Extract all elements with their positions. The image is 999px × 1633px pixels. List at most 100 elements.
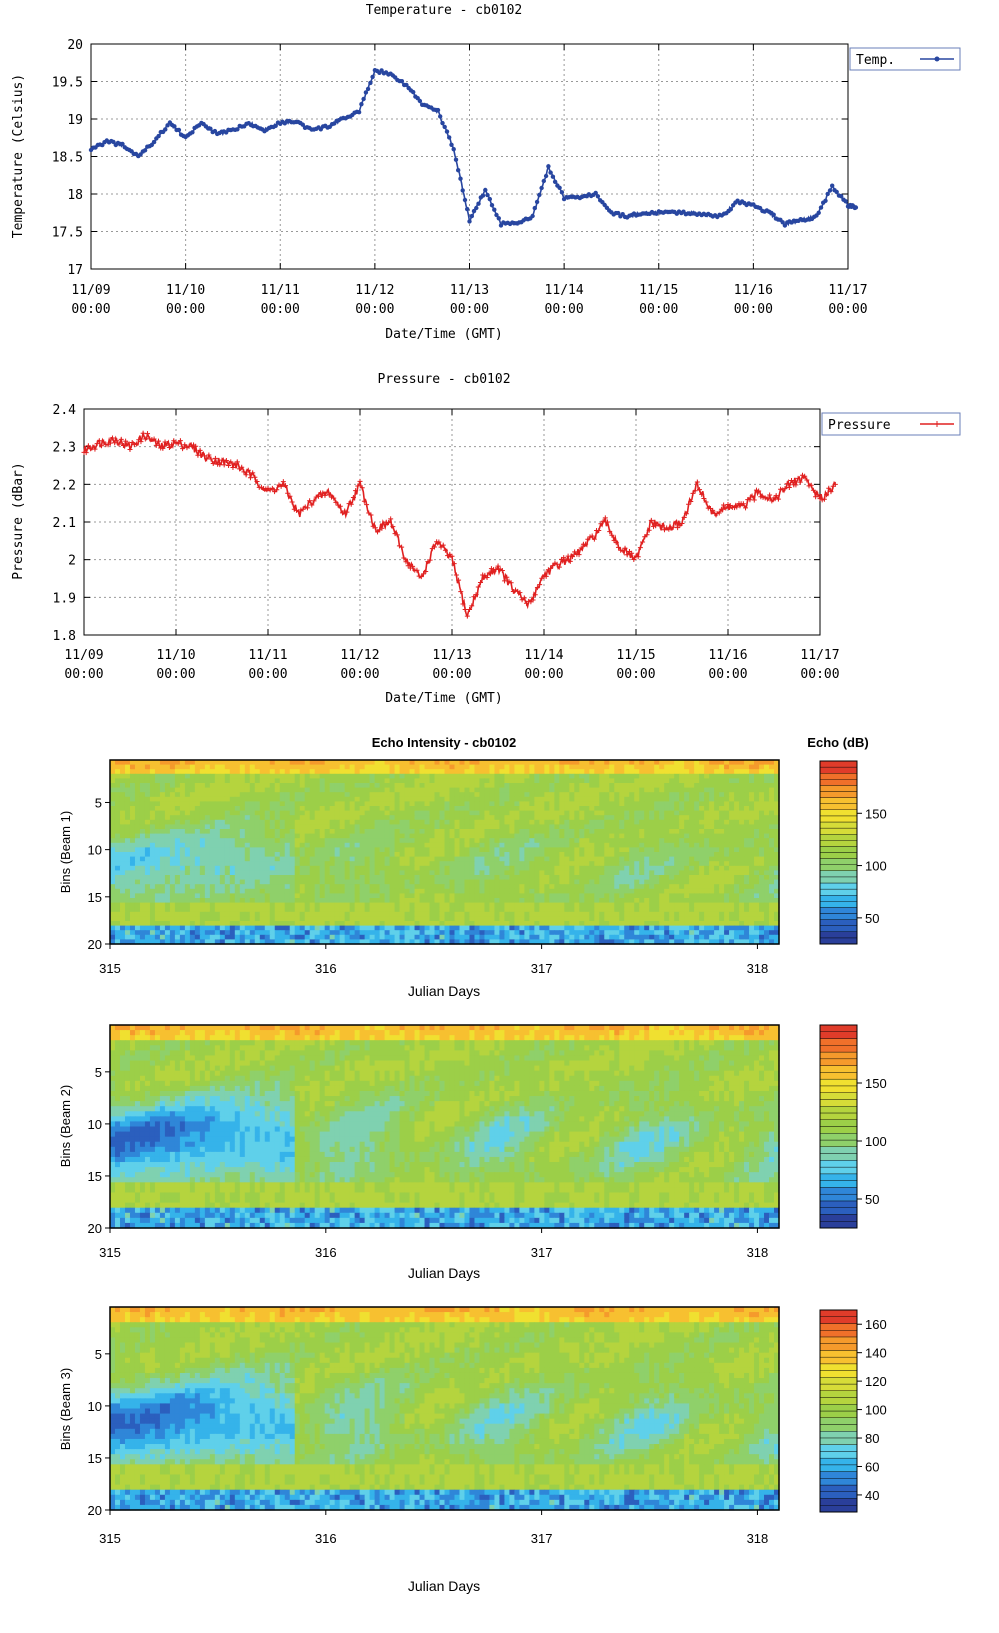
heatmap-cell bbox=[229, 764, 236, 770]
heatmap-cell bbox=[174, 847, 181, 853]
heatmap-cell bbox=[214, 865, 221, 871]
heatmap-cell bbox=[144, 865, 151, 871]
heatmap-cell bbox=[709, 888, 715, 894]
heatmap-cell bbox=[504, 898, 510, 904]
heatmap-cell bbox=[569, 806, 575, 812]
heatmap-cell bbox=[759, 842, 765, 848]
heatmap-cell bbox=[454, 856, 461, 862]
heatmap-cell bbox=[514, 833, 520, 839]
heatmap-cell bbox=[379, 856, 386, 862]
heatmap-cell bbox=[299, 888, 306, 894]
heatmap-cell bbox=[574, 778, 580, 784]
heatmap-cell bbox=[649, 810, 655, 816]
heatmap-cell bbox=[719, 778, 725, 784]
heatmap-cell bbox=[289, 833, 296, 839]
heatmap-cell bbox=[639, 861, 645, 867]
heatmap-cell bbox=[289, 801, 296, 807]
heatmap-cell bbox=[554, 810, 560, 816]
heatmap-cell bbox=[159, 764, 166, 770]
heatmap-cell bbox=[649, 865, 655, 871]
heatmap-cell bbox=[569, 888, 575, 894]
heatmap-cell bbox=[169, 806, 176, 812]
heatmap-cell bbox=[339, 783, 346, 789]
heatmap-cell bbox=[614, 792, 620, 798]
heatmap-cell bbox=[349, 806, 356, 812]
heatmap-cell bbox=[704, 884, 710, 890]
heatmap-cell bbox=[269, 787, 276, 793]
heatmap-cell bbox=[599, 833, 605, 839]
heatmap-cell bbox=[164, 769, 171, 775]
heatmap-cell bbox=[334, 764, 341, 770]
heatmap-cell bbox=[164, 764, 171, 770]
heatmap-cell bbox=[629, 792, 635, 798]
heatmap-cell bbox=[439, 796, 446, 802]
heatmap-cell bbox=[339, 778, 346, 784]
heatmap-cell bbox=[309, 838, 316, 844]
heatmap-cell bbox=[434, 870, 441, 876]
heatmap-cell bbox=[464, 875, 471, 881]
heatmap-cell bbox=[474, 838, 481, 844]
colorbar-title: Echo (dB) bbox=[807, 735, 868, 750]
heatmap-cell bbox=[354, 879, 361, 885]
heatmap-cell bbox=[384, 838, 391, 844]
heatmap-cell bbox=[234, 783, 241, 789]
data-point bbox=[480, 193, 486, 198]
heatmap-cell bbox=[409, 856, 416, 862]
x-tick-time: 00:00 bbox=[708, 667, 747, 682]
data-point bbox=[417, 98, 423, 104]
heatmap-cell bbox=[409, 801, 416, 807]
heatmap-cell bbox=[729, 838, 735, 844]
heatmap-cell bbox=[324, 865, 331, 871]
heatmap-cell bbox=[234, 760, 241, 766]
heatmap-cell bbox=[219, 769, 226, 775]
heatmap-cell bbox=[494, 787, 501, 793]
heatmap-cell bbox=[699, 824, 705, 830]
heatmap-cell bbox=[629, 852, 635, 858]
heatmap-cell bbox=[654, 806, 660, 812]
heatmap-cell bbox=[354, 773, 361, 779]
heatmap-cell bbox=[579, 842, 585, 848]
heatmap-cell bbox=[199, 888, 206, 894]
heatmap-cell bbox=[234, 893, 241, 899]
heatmap-cell bbox=[364, 842, 371, 848]
heatmap-cell bbox=[384, 856, 391, 862]
heatmap-cell bbox=[724, 865, 730, 871]
heatmap-cell bbox=[744, 787, 750, 793]
heatmap-cell bbox=[269, 792, 276, 798]
data-point bbox=[357, 478, 363, 484]
heatmap-cell bbox=[514, 888, 520, 894]
heatmap-cell bbox=[769, 870, 775, 876]
heatmap-cell bbox=[469, 838, 476, 844]
heatmap-cell bbox=[294, 801, 301, 807]
heatmap-cell bbox=[344, 884, 351, 890]
heatmap-cell bbox=[254, 806, 261, 812]
heatmap-cell bbox=[394, 847, 401, 853]
heatmap-cell bbox=[704, 824, 710, 830]
heatmap-cell bbox=[489, 847, 496, 853]
heatmap-cell bbox=[524, 829, 530, 835]
heatmap-cell bbox=[734, 815, 740, 821]
heatmap-cell bbox=[234, 838, 241, 844]
heatmap-cell bbox=[769, 842, 775, 848]
heatmap-cell bbox=[729, 796, 735, 802]
heatmap-cell bbox=[379, 773, 386, 779]
heatmap-cell bbox=[294, 815, 301, 821]
heatmap-cell bbox=[489, 838, 496, 844]
heatmap-cell bbox=[394, 787, 401, 793]
heatmap-cell bbox=[329, 888, 336, 894]
heatmap-cell bbox=[679, 884, 685, 890]
heatmap-cell bbox=[384, 875, 391, 881]
heatmap-cell bbox=[589, 810, 595, 816]
heatmap-cell bbox=[389, 801, 396, 807]
heatmap-cell bbox=[529, 819, 535, 825]
heatmap-cell bbox=[729, 773, 735, 779]
heatmap-cell bbox=[379, 764, 386, 770]
heatmap-cell bbox=[584, 865, 590, 871]
heatmap-cell bbox=[749, 888, 755, 894]
heatmap-cell bbox=[754, 778, 760, 784]
heatmap-cell bbox=[664, 806, 670, 812]
heatmap-cell bbox=[464, 838, 471, 844]
heatmap-cell bbox=[424, 884, 431, 890]
heatmap-cell bbox=[729, 861, 735, 867]
heatmap-cell bbox=[444, 810, 451, 816]
